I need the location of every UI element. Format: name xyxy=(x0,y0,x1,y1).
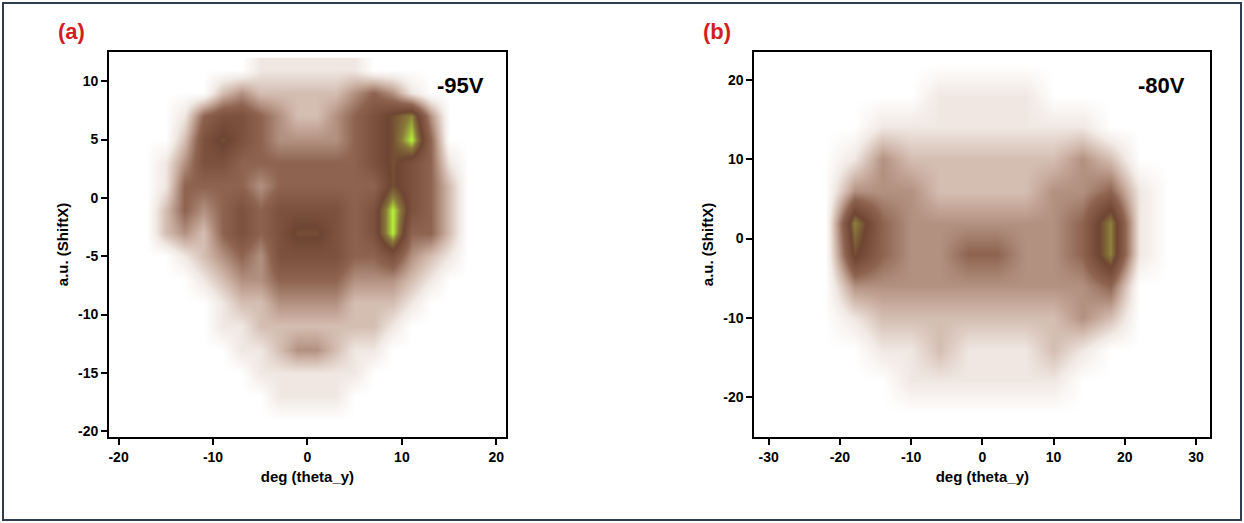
svg-text:-10: -10 xyxy=(901,449,921,465)
svg-text:0: 0 xyxy=(978,449,986,465)
svg-text:-10: -10 xyxy=(723,310,743,326)
svg-text:10: 10 xyxy=(394,449,410,465)
svg-text:20: 20 xyxy=(728,72,744,88)
svg-text:0: 0 xyxy=(304,449,312,465)
svg-text:20: 20 xyxy=(1117,449,1133,465)
svg-text:10: 10 xyxy=(728,151,744,167)
svg-text:a.u. (ShiftX): a.u. (ShiftX) xyxy=(54,203,71,286)
svg-text:20: 20 xyxy=(489,449,505,465)
svg-text:0: 0 xyxy=(91,190,99,206)
svg-text:-30: -30 xyxy=(759,449,779,465)
svg-text:-10: -10 xyxy=(78,306,98,322)
svg-text:5: 5 xyxy=(91,131,99,147)
svg-text:deg (theta_y): deg (theta_y) xyxy=(261,468,354,485)
svg-text:(b): (b) xyxy=(703,19,731,44)
svg-text:-20: -20 xyxy=(108,449,128,465)
svg-text:0: 0 xyxy=(736,230,744,246)
svg-text:-10: -10 xyxy=(203,449,223,465)
svg-text:-95V: -95V xyxy=(437,73,484,98)
svg-text:(a): (a) xyxy=(58,19,85,44)
svg-text:deg (theta_y): deg (theta_y) xyxy=(936,468,1029,485)
svg-text:30: 30 xyxy=(1188,449,1204,465)
svg-text:-20: -20 xyxy=(830,449,850,465)
svg-text:-80V: -80V xyxy=(1138,73,1185,98)
svg-text:-15: -15 xyxy=(78,365,98,381)
svg-text:a.u. (ShiftX): a.u. (ShiftX) xyxy=(699,203,716,286)
svg-text:10: 10 xyxy=(1046,449,1062,465)
svg-text:10: 10 xyxy=(83,73,99,89)
svg-text:-20: -20 xyxy=(78,423,98,439)
svg-text:-20: -20 xyxy=(723,389,743,405)
svg-text:-5: -5 xyxy=(86,248,99,264)
